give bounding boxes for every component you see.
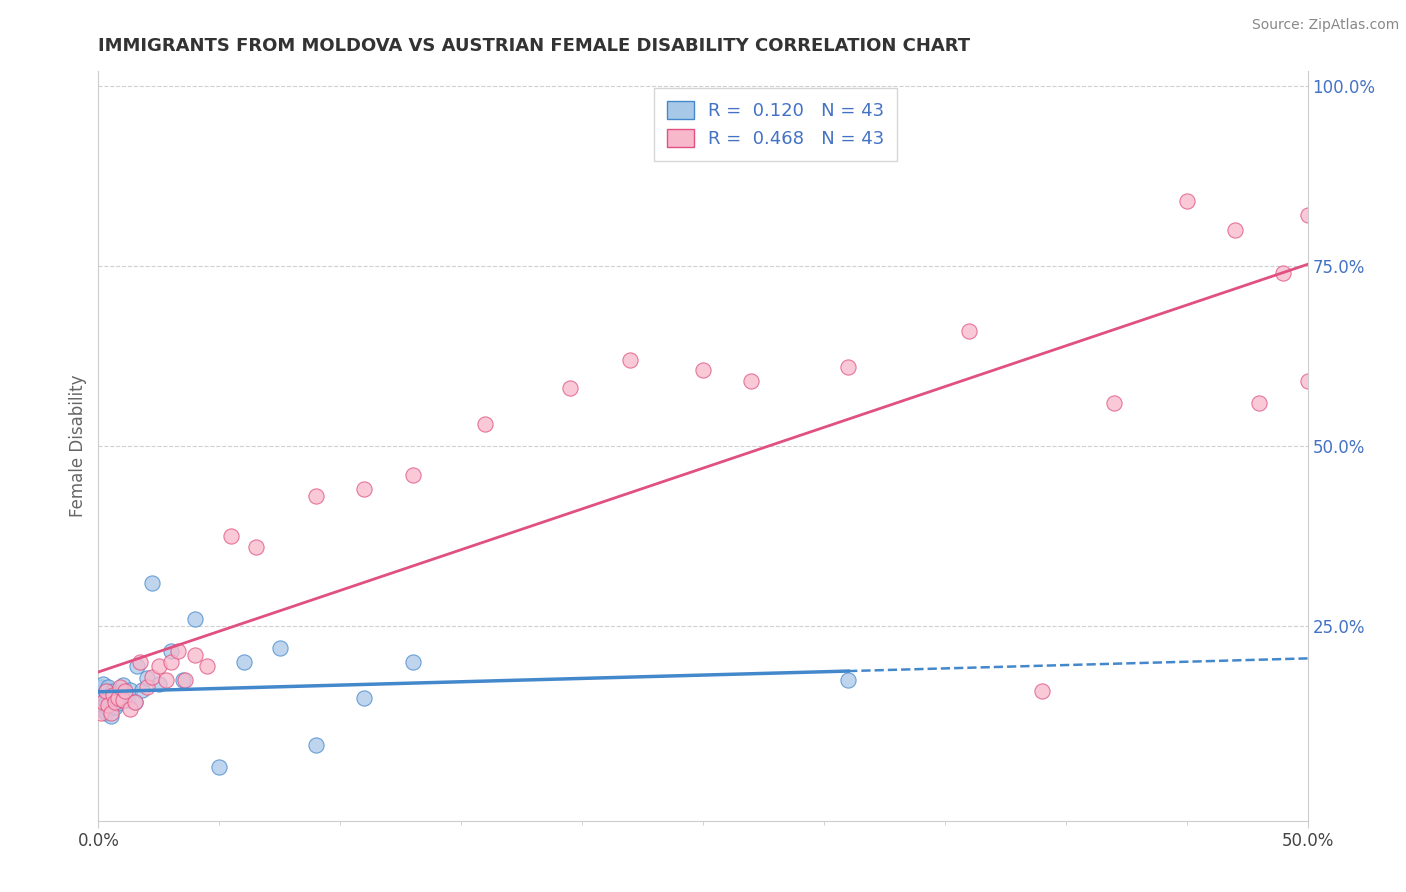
Point [184, 612, 207, 626]
Point [104, 695, 127, 709]
Point [97, 681, 120, 695]
Point [100, 706, 122, 720]
Point [100, 688, 122, 702]
Point [94, 706, 117, 720]
Point [124, 695, 146, 709]
Point [160, 644, 183, 658]
Legend: R =  0.120   N = 43, R =  0.468   N = 43: R = 0.120 N = 43, R = 0.468 N = 43 [654, 88, 897, 161]
Point [184, 648, 207, 662]
Point [1223, 223, 1246, 237]
Point [111, 678, 134, 692]
Point [94, 684, 117, 698]
Point [111, 692, 134, 706]
Point [107, 696, 129, 710]
Point [100, 709, 122, 723]
Point [1249, 396, 1271, 410]
Point [101, 684, 124, 698]
Point [957, 324, 980, 338]
Point [114, 684, 136, 698]
Point [402, 467, 425, 482]
Point [104, 699, 127, 714]
Text: IMMIGRANTS FROM MOLDOVA VS AUSTRIAN FEMALE DISABILITY CORRELATION CHART: IMMIGRANTS FROM MOLDOVA VS AUSTRIAN FEMA… [98, 37, 970, 54]
Point [100, 698, 122, 713]
Point [91, 698, 114, 713]
Point [124, 695, 146, 709]
Point [148, 677, 170, 691]
Point [91, 677, 114, 691]
Point [245, 540, 267, 554]
Point [619, 352, 641, 367]
Point [155, 673, 177, 688]
Point [90, 691, 112, 706]
Point [131, 682, 153, 697]
Point [97, 698, 120, 713]
Point [402, 655, 425, 669]
Point [90, 706, 112, 720]
Point [1175, 194, 1198, 208]
Point [97, 702, 120, 716]
Point [1102, 396, 1125, 410]
Point [558, 381, 581, 395]
Text: Source: ZipAtlas.com: Source: ZipAtlas.com [1251, 18, 1399, 32]
Point [114, 688, 136, 702]
Point [90, 702, 112, 716]
Point [692, 363, 714, 377]
Point [118, 682, 141, 697]
Point [1031, 684, 1053, 698]
Point [91, 695, 114, 709]
Point [195, 658, 218, 673]
Point [107, 685, 129, 699]
Point [740, 374, 762, 388]
Point [101, 688, 124, 702]
Point [141, 575, 163, 590]
Point [305, 738, 328, 752]
Point [127, 658, 149, 673]
Point [90, 681, 112, 695]
Point [1272, 266, 1295, 280]
Point [174, 673, 197, 688]
Point [172, 673, 194, 688]
Point [148, 658, 170, 673]
Point [108, 692, 131, 706]
Point [135, 671, 157, 685]
Point [221, 529, 243, 543]
Point [305, 490, 328, 504]
Point [117, 692, 139, 706]
Point [167, 644, 190, 658]
Point [97, 691, 120, 706]
Point [1296, 209, 1319, 223]
Point [160, 655, 183, 669]
Point [111, 691, 134, 706]
Point [104, 690, 127, 704]
Point [232, 655, 254, 669]
Point [108, 681, 131, 695]
Point [135, 681, 157, 695]
Point [94, 695, 117, 709]
Point [837, 359, 859, 374]
Point [128, 655, 150, 669]
Point [837, 673, 859, 688]
Point [101, 695, 124, 709]
Point [208, 759, 231, 773]
Point [353, 691, 375, 706]
Point [118, 702, 141, 716]
Point [141, 669, 163, 683]
Point [91, 688, 114, 702]
Point [353, 482, 375, 496]
Point [1296, 374, 1319, 388]
Point [107, 691, 129, 706]
Point [269, 640, 291, 655]
Point [94, 684, 117, 698]
Point [474, 417, 496, 432]
Y-axis label: Female Disability: Female Disability [69, 375, 87, 517]
